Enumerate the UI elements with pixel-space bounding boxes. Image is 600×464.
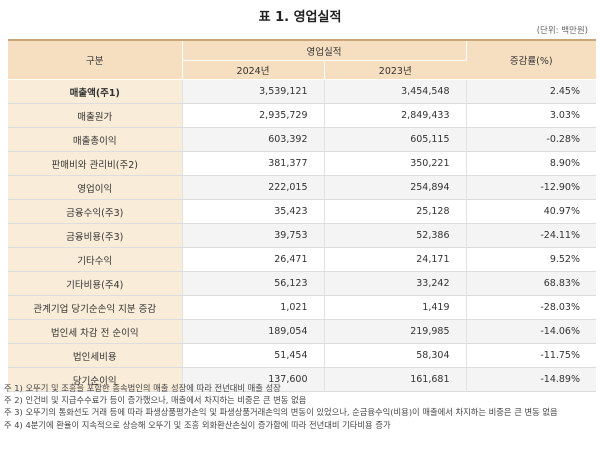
- change-rate: -0.28%: [465, 127, 596, 152]
- change-rate: 40.97%: [465, 199, 596, 224]
- row-label: 당기순이익: [8, 367, 182, 392]
- value-2024: 35,423: [181, 199, 324, 224]
- change-rate: 3.03%: [465, 103, 596, 128]
- value-2023: 350,221: [323, 151, 466, 176]
- row-label: 매출원가: [8, 103, 182, 128]
- value-2024: 603,392: [181, 127, 324, 152]
- row-label: 관계기업 당기순손익 지분 증감: [8, 295, 182, 320]
- footnote: 주 3) 오뚜기의 통화선도 거래 등에 따라 파생상품평가손익 및 파생상품거…: [4, 406, 596, 418]
- change-rate: -12.90%: [465, 175, 596, 200]
- table-row: 영업이익 222,015 254,894 -12.90%: [8, 175, 596, 200]
- value-2024: 137,600: [181, 367, 324, 392]
- footnote-marker: 주 1): [4, 383, 26, 393]
- value-2023: 161,681: [323, 367, 466, 392]
- value-2024: 381,377: [181, 151, 324, 176]
- change-rate: -28.03%: [465, 295, 596, 320]
- row-label: 금융수익(주3): [8, 199, 182, 224]
- footnote-marker: 주 4): [4, 419, 26, 430]
- header-change: 증감률(%): [466, 40, 596, 80]
- footnote-text: 오뚜기의 통화선도 거래 등에 따라 파생상품평가손익 및 파생상품거래손익의 …: [25, 407, 558, 418]
- operating-results-table: 구분 영업실적 증감률(%) 2024년 2023년 매출액(주1) 3,539,…: [8, 39, 596, 392]
- table-row: 당기순이익 137,600 161,681 -14.89%: [8, 367, 596, 392]
- value-2024: 2,935,729: [181, 103, 324, 128]
- value-2023: 605,115: [323, 127, 466, 152]
- header-category: 구분: [8, 40, 183, 80]
- value-2024: 3,539,121: [181, 79, 324, 104]
- value-2023: 219,985: [323, 319, 466, 344]
- table-row: 관계기업 당기순손익 지분 증감 1,021 1,419 -28.03%: [8, 295, 596, 320]
- change-rate: 8.90%: [465, 151, 596, 176]
- table-title: 표 1. 영업실적: [258, 10, 342, 25]
- change-rate: -14.89%: [465, 367, 596, 392]
- row-label: 판매비와 관리비(주2): [8, 151, 182, 176]
- footnote-marker: 주 3): [4, 407, 26, 418]
- table-row: 금융비용(주3) 39,753 52,386 -24.11%: [8, 223, 596, 248]
- row-label: 기타수익: [8, 247, 182, 272]
- change-rate: 9.52%: [465, 247, 596, 272]
- value-2024: 26,471: [181, 247, 324, 272]
- change-rate: 2.45%: [465, 79, 596, 104]
- value-2024: 189,054: [181, 319, 324, 344]
- value-2023: 33,242: [323, 271, 466, 296]
- footnote-marker: 주 2): [4, 395, 26, 406]
- footnote: 주 1) 오뚜기 및 조흥을 포함한 종속법인의 매출 성장에 따라 전년대비 …: [4, 382, 596, 394]
- value-2023: 3,454,548: [323, 79, 466, 104]
- footnotes: 주 1) 오뚜기 및 조흥을 포함한 종속법인의 매출 성장에 따라 전년대비 …: [4, 382, 596, 431]
- value-2024: 222,015: [181, 175, 324, 200]
- change-rate: -14.06%: [465, 319, 596, 344]
- table-body: 매출액(주1) 3,539,121 3,454,548 2.45% 매출원가 2,935,…: [8, 79, 596, 392]
- footnote-text: 오뚜기 및 조흥을 포함한 종속법인의 매출 성장에 따라 전년대비 매출 성장: [25, 383, 281, 393]
- footnote-text: 4분기에 환율이 지속적으로 상승해 오뚜기 및 조흥 외화환산손실이 증가함에…: [25, 419, 391, 430]
- row-label: 영업이익: [8, 175, 182, 200]
- table-row: 기타수익 26,471 24,171 9.52%: [8, 247, 596, 272]
- value-2024: 1,021: [181, 295, 324, 320]
- table-row: 법인세 차감 전 순이익 189,054 219,985 -14.06%: [8, 319, 596, 344]
- footnote: 주 4) 4분기에 환율이 지속적으로 상승해 오뚜기 및 조흥 외화환산손실이…: [4, 419, 596, 431]
- table-row: 매출액(주1) 3,539,121 3,454,548 2.45%: [8, 79, 596, 104]
- header-year-2024: 2024년: [182, 60, 325, 80]
- table-row: 매출원가 2,935,729 2,849,433 3.03%: [8, 103, 596, 128]
- value-2023: 58,304: [323, 343, 466, 368]
- table-row: 매출총이익 603,392 605,115 -0.28%: [8, 127, 596, 152]
- change-rate: -24.11%: [465, 223, 596, 248]
- value-2024: 51,454: [181, 343, 324, 368]
- row-label: 법인세 차감 전 순이익: [8, 319, 182, 344]
- value-2023: 25,128: [323, 199, 466, 224]
- value-2023: 1,419: [323, 295, 466, 320]
- footnote: 주 2) 인건비 및 지급수수료가 등이 증가했으나, 매출에서 차지하는 비중…: [4, 394, 596, 406]
- row-label: 매출총이익: [8, 127, 182, 152]
- row-label: 기타비용(주4): [8, 271, 182, 296]
- value-2023: 254,894: [323, 175, 466, 200]
- table-row: 법인세비용 51,454 58,304 -11.75%: [8, 343, 596, 368]
- table-row: 판매비와 관리비(주2) 381,377 350,221 8.90%: [8, 151, 596, 176]
- value-2024: 56,123: [181, 271, 324, 296]
- table-row: 금융수익(주3) 35,423 25,128 40.97%: [8, 199, 596, 224]
- value-2023: 24,171: [323, 247, 466, 272]
- unit-label: (단위: 백만원): [536, 26, 588, 36]
- value-2023: 52,386: [323, 223, 466, 248]
- value-2024: 39,753: [181, 223, 324, 248]
- header-group: 영업실적: [182, 40, 467, 61]
- row-label: 금융비용(주3): [8, 223, 182, 248]
- row-label: 법인세비용: [8, 343, 182, 368]
- table-row: 기타비용(주4) 56,123 33,242 68.83%: [8, 271, 596, 296]
- value-2023: 2,849,433: [323, 103, 466, 128]
- header-year-2023: 2023년: [324, 60, 466, 80]
- footnote-text: 인건비 및 지급수수료가 등이 증가했으나, 매출에서 차지하는 비중은 큰 변…: [25, 395, 307, 406]
- change-rate: 68.83%: [465, 271, 596, 296]
- row-label: 매출액(주1): [8, 79, 182, 104]
- change-rate: -11.75%: [465, 343, 596, 368]
